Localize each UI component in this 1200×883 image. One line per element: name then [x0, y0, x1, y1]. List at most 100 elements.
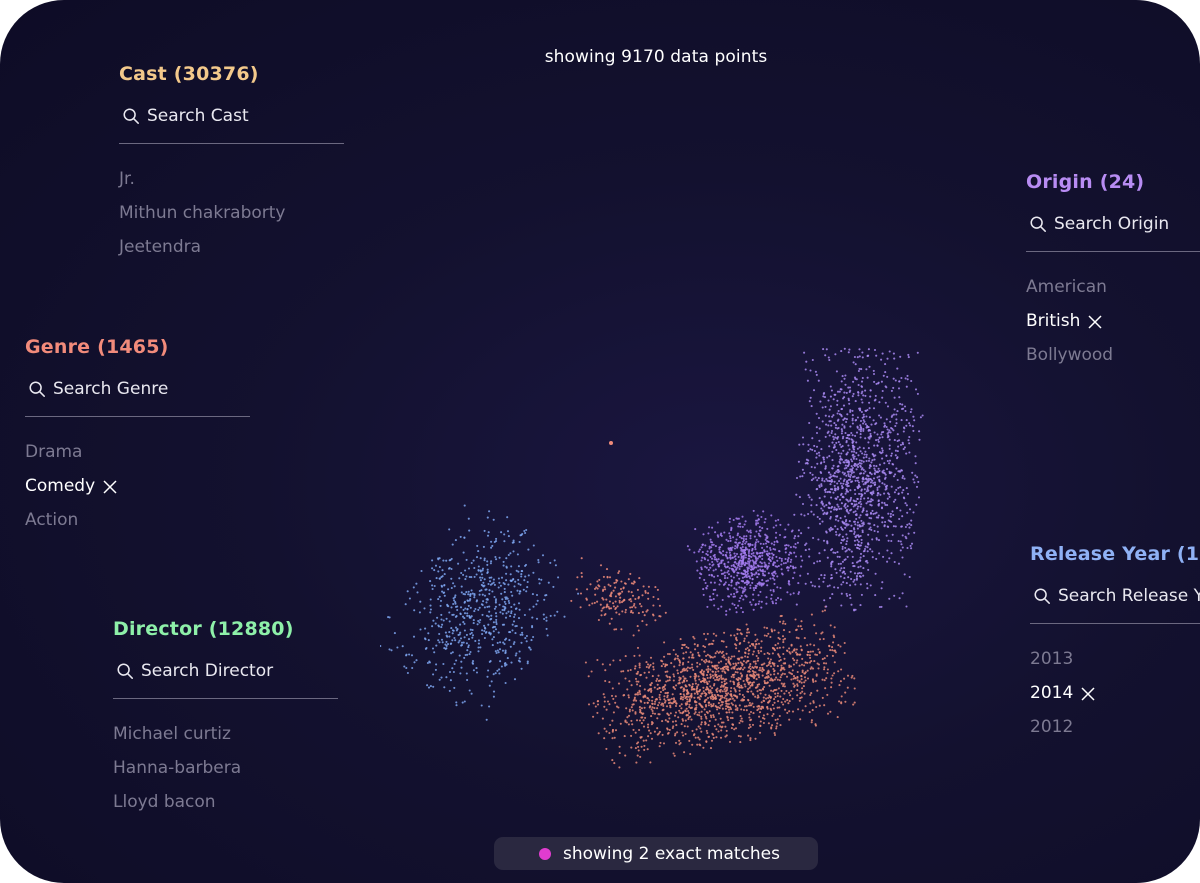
data-point — [834, 525, 837, 528]
data-point — [851, 419, 854, 422]
data-point — [638, 577, 641, 580]
data-point — [755, 673, 758, 676]
genre-option-selected[interactable]: Comedy — [25, 475, 250, 509]
data-point — [833, 672, 836, 675]
data-point — [690, 695, 693, 698]
data-point — [877, 503, 880, 506]
data-point — [791, 710, 795, 713]
genre-option[interactable]: Action — [25, 509, 250, 543]
data-point — [846, 461, 849, 464]
data-point — [776, 541, 779, 544]
data-point — [749, 719, 752, 722]
data-point — [516, 589, 519, 592]
data-point — [658, 604, 661, 607]
origin-option[interactable]: American — [1026, 276, 1200, 310]
data-point — [752, 560, 755, 563]
data-point — [817, 451, 821, 454]
data-point — [663, 655, 666, 658]
origin-option-selected[interactable]: British — [1026, 310, 1200, 344]
data-point — [751, 723, 755, 726]
data-point — [420, 569, 423, 573]
release-year-search-input[interactable] — [1058, 586, 1200, 606]
data-point — [503, 533, 506, 536]
data-point — [764, 533, 767, 536]
data-point — [830, 431, 833, 435]
data-point — [427, 686, 431, 689]
data-point — [710, 705, 713, 708]
cast-option[interactable]: Jeetendra — [119, 236, 344, 270]
data-point — [871, 493, 874, 496]
data-point — [651, 675, 654, 678]
cast-option[interactable]: Mithun chakraborty — [119, 202, 344, 236]
data-point — [876, 433, 879, 436]
data-point — [849, 425, 852, 428]
data-point — [668, 717, 671, 720]
data-point — [703, 650, 706, 653]
data-point — [415, 659, 418, 662]
data-point — [899, 509, 902, 512]
director-option[interactable]: Lloyd bacon — [113, 791, 338, 825]
data-point — [861, 529, 864, 532]
data-point — [779, 676, 782, 679]
data-point — [862, 472, 865, 475]
data-point — [869, 548, 872, 551]
data-point — [404, 603, 407, 606]
data-point — [827, 356, 830, 359]
cast-search-input[interactable] — [147, 106, 344, 126]
data-point — [803, 681, 806, 684]
data-point — [717, 558, 720, 561]
data-point — [684, 732, 687, 736]
data-point — [821, 610, 824, 613]
data-point — [509, 573, 512, 576]
genre-search-input[interactable] — [53, 379, 250, 399]
close-icon[interactable] — [1080, 686, 1096, 702]
close-icon[interactable] — [1087, 314, 1103, 330]
data-point — [703, 692, 707, 695]
data-point — [742, 548, 746, 552]
data-point — [700, 559, 703, 562]
data-point — [693, 637, 696, 640]
data-point — [506, 530, 510, 533]
data-point — [747, 670, 750, 673]
data-point — [829, 491, 832, 494]
data-point — [876, 530, 879, 533]
director-option[interactable]: Hanna-barbera — [113, 757, 338, 791]
data-point — [733, 665, 736, 668]
data-point — [698, 698, 701, 701]
data-point — [623, 694, 626, 697]
origin-search-input[interactable] — [1054, 214, 1200, 234]
data-point — [728, 556, 732, 559]
scatter-plot[interactable] — [380, 340, 950, 780]
data-point — [899, 549, 902, 552]
director-search-input[interactable] — [141, 661, 338, 681]
director-filter-panel: Director (12880) Michael curtiz Hanna-ba… — [113, 618, 338, 841]
data-point — [641, 716, 644, 719]
data-point — [511, 629, 514, 632]
data-point — [841, 423, 844, 426]
cast-option[interactable]: Jr. — [119, 168, 344, 202]
data-point — [836, 427, 839, 430]
data-point — [477, 646, 480, 649]
data-point — [678, 679, 681, 682]
data-point — [876, 494, 879, 497]
data-point — [776, 647, 779, 650]
data-point — [749, 674, 752, 677]
release-year-option-selected[interactable]: 2014 — [1030, 682, 1200, 716]
release-year-option[interactable]: 2012 — [1030, 716, 1200, 750]
data-point — [881, 436, 884, 439]
release-year-option[interactable]: 2013 — [1030, 648, 1200, 682]
data-point — [633, 580, 636, 583]
director-option[interactable]: Michael curtiz — [113, 723, 338, 757]
origin-option[interactable]: Bollywood — [1026, 344, 1200, 378]
data-point — [757, 696, 760, 699]
data-point — [888, 520, 892, 523]
data-point — [856, 572, 859, 575]
data-point — [766, 705, 769, 708]
data-point — [782, 685, 785, 688]
data-point — [756, 659, 759, 662]
data-point — [884, 401, 887, 404]
data-point — [638, 664, 641, 667]
data-point — [834, 433, 837, 436]
genre-option[interactable]: Drama — [25, 441, 250, 475]
close-icon[interactable] — [102, 479, 118, 495]
